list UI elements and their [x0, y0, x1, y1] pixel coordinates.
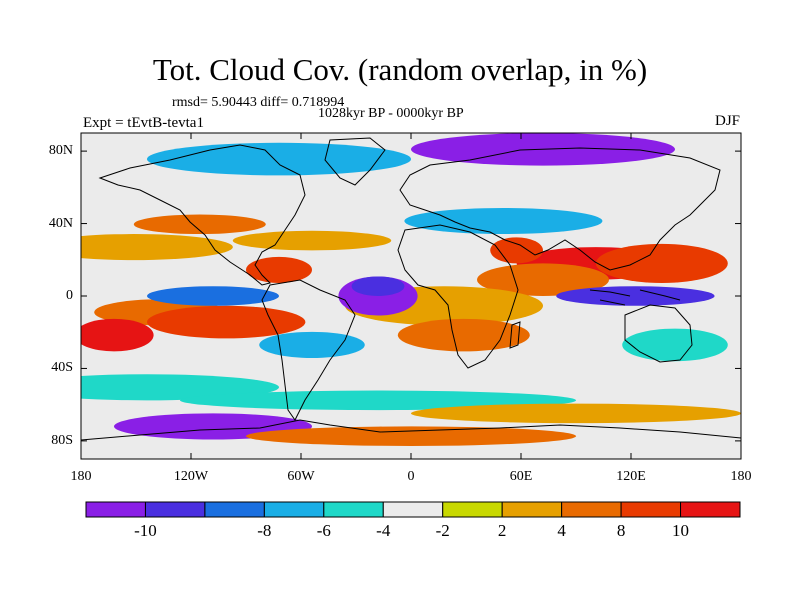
- coastline-greenland: [324, 137, 386, 186]
- experiment-line: Expt = tEvtB-tevta1: [83, 115, 204, 131]
- coastline-madagascar: [509, 321, 521, 349]
- anomaly-blob: [404, 207, 603, 235]
- anomaly-blob: [133, 214, 266, 235]
- colorbar-swatch: [144, 501, 206, 518]
- longitude-label: 60E: [509, 469, 533, 484]
- colorbar-swatch: [382, 501, 444, 518]
- anomaly-blob: [147, 305, 306, 339]
- anomaly-blob: [595, 243, 728, 283]
- anomaly-blobs: [81, 133, 741, 446]
- colorbar-swatch: [501, 501, 563, 518]
- colorbar-label: -6: [316, 521, 331, 540]
- period-line: 1028kyr BP - 0000kyr BP: [318, 106, 464, 121]
- coastline-south-america: [261, 279, 356, 421]
- colorbar-label: 2: [497, 521, 507, 540]
- longitude-label: 60W: [287, 469, 315, 484]
- anomaly-blob: [147, 286, 279, 306]
- colorbar-swatch: [204, 501, 265, 518]
- colorbar-swatch: [680, 501, 741, 518]
- coastlines: [81, 137, 741, 441]
- longitude-label: 0: [407, 469, 415, 484]
- colorbar-swatch: [561, 501, 622, 518]
- colorbar-label: 4: [557, 521, 566, 540]
- colorbar-swatch: [442, 501, 503, 518]
- colorbar-swatch: [85, 501, 146, 518]
- colorbar-label: -8: [257, 521, 272, 540]
- season-label: DJF: [714, 113, 740, 129]
- anomaly-blob: [180, 390, 576, 411]
- anomaly-blob: [411, 403, 741, 424]
- colorbar-swatch: [323, 501, 384, 518]
- stats-line: rmsd= 5.90443 diff= 0.718994: [172, 95, 345, 110]
- coastline-antarctica: [81, 419, 741, 441]
- coastline-indonesia: [589, 289, 681, 306]
- latitude-label: 40S: [51, 360, 73, 376]
- longitude-label: 120E: [616, 469, 646, 484]
- field-layer: [81, 133, 741, 459]
- longitude-label: 180: [730, 469, 752, 484]
- map-title: Tot. Cloud Cov. (random overlap, in %): [152, 52, 648, 87]
- longitude-label: 180: [70, 469, 92, 484]
- colorbar-label: -2: [435, 521, 450, 540]
- longitude-label: 120W: [173, 469, 209, 484]
- colorbar-label: 8: [616, 521, 626, 540]
- anomaly-blob: [490, 237, 543, 264]
- coastline-africa: [397, 224, 519, 369]
- anomaly-blob: [81, 234, 233, 261]
- colorbar-label: 10: [672, 521, 690, 540]
- colorbar-label: -10: [134, 521, 157, 540]
- anomaly-blob: [81, 318, 154, 352]
- colorbar: [85, 501, 741, 518]
- latitude-label: 40N: [48, 215, 73, 231]
- anomaly-blob: [477, 263, 609, 297]
- anomaly-blob: [351, 276, 405, 296]
- latitude-label: 80S: [51, 432, 73, 448]
- coastline-australia: [624, 304, 693, 363]
- colorbar-swatch: [620, 501, 682, 518]
- latitude-label: 0: [66, 288, 73, 303]
- anomaly-blob: [246, 256, 312, 283]
- anomaly-blob: [622, 328, 728, 362]
- anomaly-blob: [246, 426, 576, 446]
- anomaly-blob: [81, 374, 279, 401]
- colorbar-swatch: [263, 501, 325, 518]
- anomaly-blob: [147, 142, 411, 176]
- anomaly-blob: [556, 286, 715, 306]
- latitude-label: 80N: [48, 143, 73, 159]
- anomaly-blob: [397, 318, 530, 352]
- anomaly-blob: [259, 331, 365, 358]
- coastline-north-america: [98, 144, 306, 286]
- coastline-eurasia: [399, 147, 721, 271]
- anomaly-blob: [232, 230, 392, 251]
- colorbar-label: -4: [376, 521, 391, 540]
- axis-ticks: [80, 133, 742, 459]
